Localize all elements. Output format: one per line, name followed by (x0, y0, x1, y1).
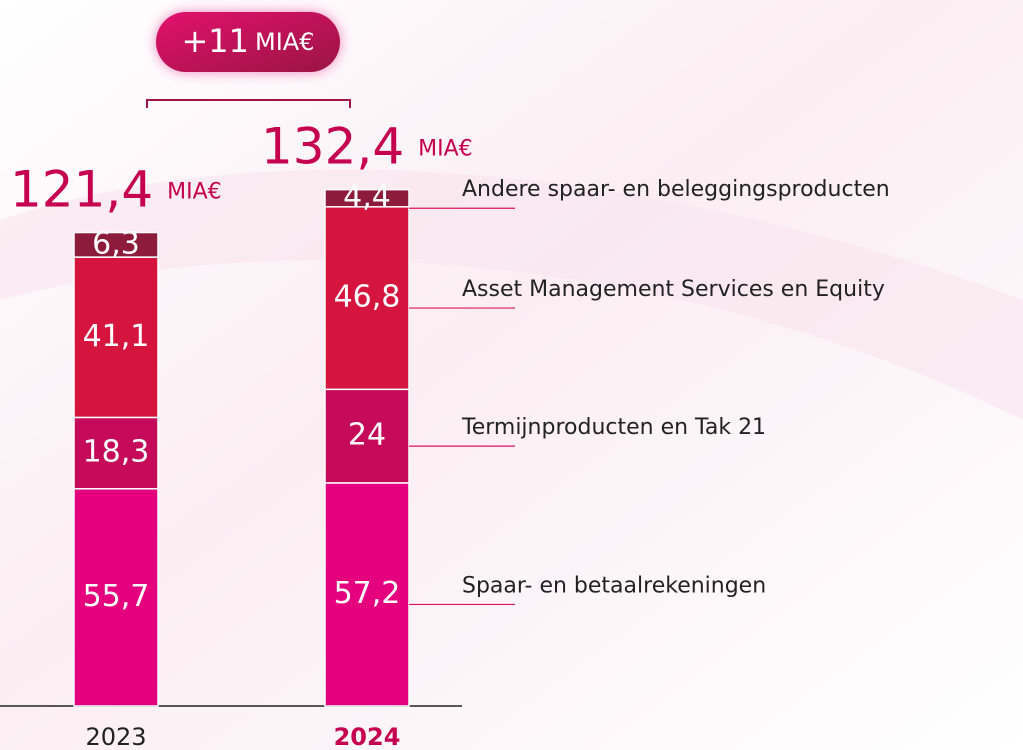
difference-unit: MIA€ (255, 28, 314, 56)
total-value: 132,4 (261, 117, 404, 175)
bar-segment (324, 206, 410, 391)
legend-label: Spaar- en betaalrekeningen (462, 573, 766, 598)
legend-label: Asset Management Services en Equity (462, 277, 885, 302)
value-label: 41,1 (83, 319, 150, 354)
bar-segment (73, 416, 159, 490)
difference-label: +11 MIA€ (181, 22, 314, 60)
value-label: 24 (348, 418, 386, 453)
bar-segment (73, 256, 159, 419)
x-tick-label: 2024 (334, 723, 401, 750)
legend-label: Andere spaar- en beleggingsproducten (462, 177, 890, 202)
value-label: 55,7 (83, 579, 150, 614)
total-label: 121,4 MIA€ (10, 160, 222, 218)
difference-bracket (146, 99, 351, 108)
difference-badge (156, 12, 340, 72)
value-label: 18,3 (83, 435, 150, 470)
total-label: 132,4 MIA€ (261, 117, 473, 175)
value-label: 57,2 (334, 576, 401, 611)
background-swoosh (0, 169, 1023, 420)
legend-label: Termijnproducten en Tak 21 (461, 415, 766, 440)
bar-segment (324, 482, 410, 707)
total-value: 121,4 (10, 160, 153, 218)
difference-value: +11 (181, 22, 249, 60)
bar-segment (324, 188, 410, 208)
value-label: 6,3 (92, 226, 140, 261)
total-unit: MIA€ (167, 180, 222, 205)
value-label: 46,8 (334, 280, 401, 315)
bar-segment (324, 388, 410, 484)
value-label: 4,4 (343, 180, 391, 215)
total-unit: MIA€ (418, 137, 473, 162)
x-tick-label: 2023 (85, 723, 146, 750)
bar-segment (73, 231, 159, 258)
